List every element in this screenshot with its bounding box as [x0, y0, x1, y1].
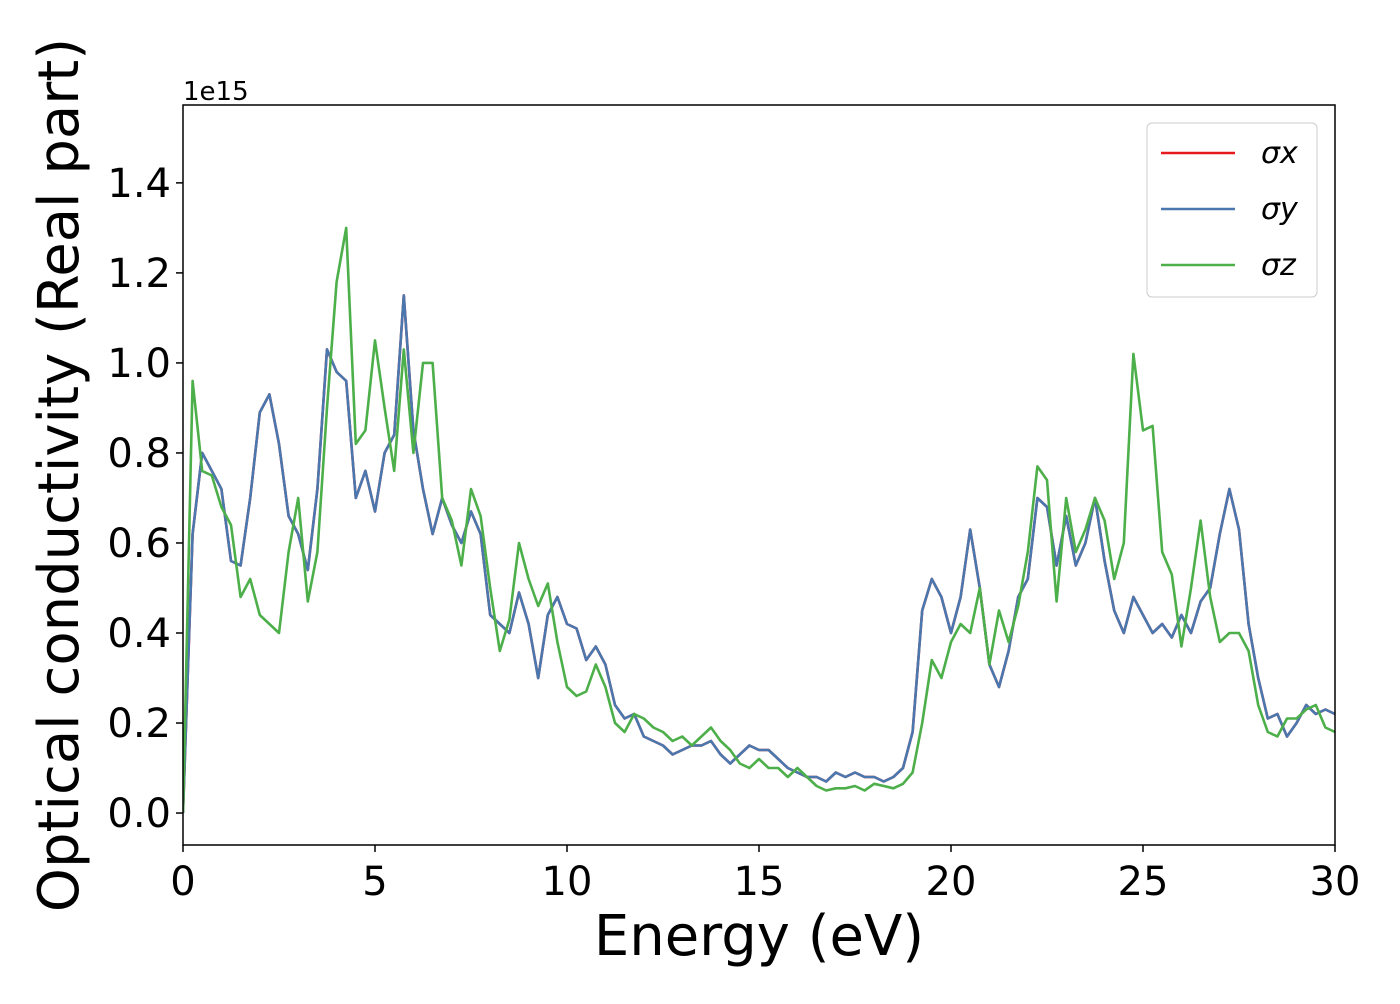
series-line — [183, 226, 1335, 814]
y-tick-label: 1.0 — [107, 341, 171, 387]
y-tick-label: 1.4 — [107, 161, 171, 207]
x-tick-label: 30 — [1310, 859, 1361, 905]
y-tick-label: 0.4 — [107, 611, 171, 657]
x-tick-label: 0 — [170, 859, 195, 905]
y-tick-label: 0.8 — [107, 431, 171, 477]
series-line — [183, 294, 1335, 814]
plot-frame — [182, 104, 1336, 846]
legend-label: σx — [1261, 136, 1298, 171]
x-axis-label: Energy (eV) — [594, 904, 924, 969]
legend-label: σy — [1261, 192, 1299, 227]
offset-label: 1e15 — [183, 77, 249, 107]
x-tick-label: 10 — [542, 859, 593, 905]
x-tick-label: 5 — [362, 859, 387, 905]
y-axis-label: Optical conductivity (Real part) — [27, 38, 92, 912]
x-tick-label: 20 — [926, 859, 977, 905]
x-tick-label: 15 — [734, 859, 785, 905]
y-tick-label: 1.2 — [107, 251, 171, 297]
y-tick-label: 0.0 — [107, 791, 171, 837]
x-tick-label: 25 — [1118, 859, 1169, 905]
y-tick-label: 0.6 — [107, 521, 171, 567]
legend-label: σz — [1261, 248, 1297, 283]
y-tick-label: 0.2 — [107, 701, 171, 747]
